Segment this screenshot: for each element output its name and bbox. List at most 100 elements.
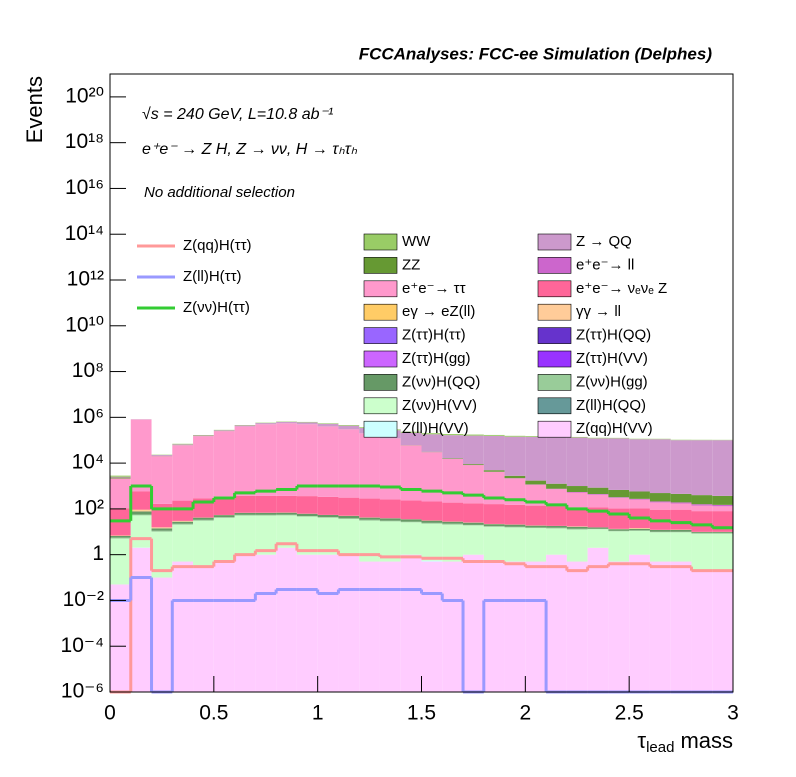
bar-segment xyxy=(712,496,733,505)
bar-segment xyxy=(131,514,152,515)
legend-swatch xyxy=(538,234,571,250)
bar-segment xyxy=(380,521,401,522)
bar-segment xyxy=(318,423,339,424)
bar-segment xyxy=(401,522,422,554)
bar-segment xyxy=(629,439,650,491)
bar-segment xyxy=(505,527,526,528)
bar-segment xyxy=(442,522,463,524)
x-label-rest: mass xyxy=(680,728,733,753)
x-label-sub: lead xyxy=(646,739,674,756)
bar-segment xyxy=(691,504,712,505)
bar-segment xyxy=(255,513,276,515)
bar-segment xyxy=(712,506,733,511)
bar-segment xyxy=(671,440,692,494)
bar-segment xyxy=(110,476,131,477)
bar-segment xyxy=(235,516,256,555)
bar-segment xyxy=(463,523,484,525)
legend-label: WW xyxy=(402,233,431,250)
bar-segment xyxy=(235,515,256,516)
bar-segment xyxy=(712,533,733,534)
bar-segment xyxy=(235,496,256,513)
bar-segment xyxy=(235,425,256,426)
bar-segment xyxy=(442,459,463,503)
bar-segment xyxy=(650,530,671,532)
bar-segment xyxy=(484,524,505,526)
bar-segment xyxy=(172,524,193,525)
bar-segment xyxy=(567,562,588,692)
legend-label: Z(qq)H(VV) xyxy=(576,420,653,437)
bar-segment xyxy=(276,548,297,692)
bar-segment xyxy=(318,517,339,518)
bar-segment xyxy=(442,562,463,692)
legend-label: Z(ll)H(VV) xyxy=(402,420,469,437)
bar-segment xyxy=(671,503,692,509)
bar-segment xyxy=(401,500,422,519)
bar-segment xyxy=(650,493,671,501)
x-tick-label: 0 xyxy=(104,702,116,725)
legend-swatch xyxy=(538,328,571,344)
bar-segment xyxy=(131,548,152,692)
bar-segment xyxy=(110,538,131,539)
bar-segment xyxy=(255,423,276,424)
legend-swatch xyxy=(364,421,397,437)
bar-segment xyxy=(525,506,546,526)
legend-swatch xyxy=(364,328,397,344)
bar-segment xyxy=(505,562,526,692)
x-tick-label: 1.5 xyxy=(407,702,436,725)
bar-segment xyxy=(546,526,567,528)
bar-segment xyxy=(588,494,609,495)
bar-segment xyxy=(608,497,629,498)
plot-area xyxy=(110,419,733,692)
x-label-symbol: τ xyxy=(637,728,646,753)
legend-label: Z(ll)H(ττ) xyxy=(183,268,242,285)
bar-segment xyxy=(214,562,235,692)
bar-segment xyxy=(463,503,484,522)
legend-label: Z(qq)H(ττ) xyxy=(183,237,252,254)
bar-segment xyxy=(152,531,173,532)
bar-segment xyxy=(712,505,733,506)
y-tick-label: 10¹² xyxy=(67,268,104,291)
bar-segment xyxy=(546,484,567,489)
legend-swatch xyxy=(364,257,397,273)
bar-segment xyxy=(152,528,173,529)
bar-segment xyxy=(608,490,629,497)
bar-segment xyxy=(297,422,318,424)
bar-segment xyxy=(691,511,712,532)
bar-segment xyxy=(255,555,276,692)
bar-segment xyxy=(463,436,484,465)
bar-segment xyxy=(691,533,712,534)
bar-segment xyxy=(691,440,712,495)
bar-segment xyxy=(463,525,484,554)
bar-segment xyxy=(110,536,131,538)
bar-segment xyxy=(380,562,401,692)
bar-segment xyxy=(131,491,152,509)
y-tick-label: 10⁶ xyxy=(72,405,104,428)
bar-segment xyxy=(172,444,193,445)
bar-segment xyxy=(712,534,733,571)
bar-segment xyxy=(608,438,629,490)
bar-segment xyxy=(567,493,588,508)
bar-segment xyxy=(338,518,359,519)
bar-segment xyxy=(525,481,546,485)
bar-segment xyxy=(484,435,505,436)
y-tick-label: 10⁴ xyxy=(72,451,104,474)
bar-segment xyxy=(422,561,443,562)
bar-segment xyxy=(463,464,484,465)
bar-segment xyxy=(131,515,152,547)
legend-label: Z(ll)H(QQ) xyxy=(576,397,646,414)
legend-label: e⁺e⁻→ ll xyxy=(576,256,634,273)
bar-segment xyxy=(193,520,214,521)
y-tick-label: 10⁻⁶ xyxy=(61,680,104,703)
bar-segment xyxy=(629,555,650,692)
bar-segment xyxy=(650,439,671,493)
bar-segment xyxy=(442,525,463,562)
bar-segment xyxy=(712,440,733,496)
bar-segment xyxy=(152,528,173,530)
bar-segment xyxy=(193,435,214,436)
bar-segment xyxy=(131,511,152,514)
bar-segment xyxy=(484,526,505,527)
bar-segment xyxy=(546,528,567,554)
bar-segment xyxy=(276,422,297,423)
bar-segment xyxy=(276,513,297,515)
bar-segment xyxy=(152,455,173,456)
